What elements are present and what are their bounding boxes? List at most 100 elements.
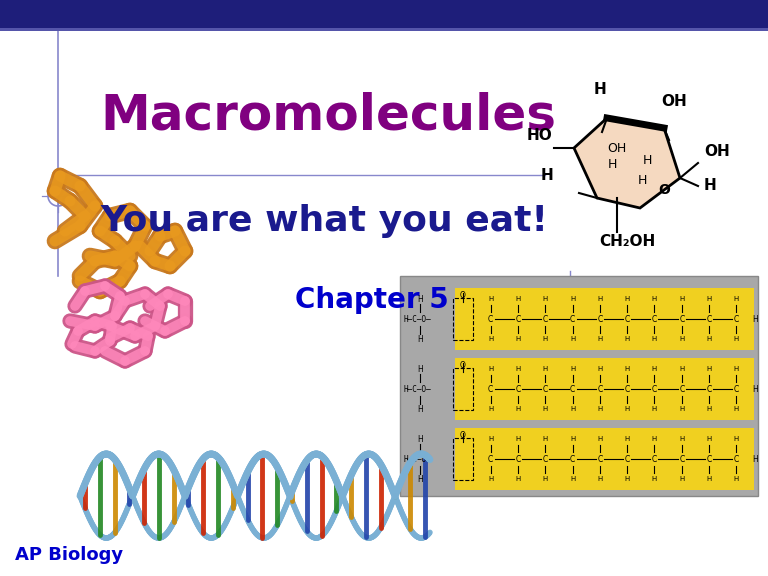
Text: H: H — [417, 434, 423, 444]
Text: AP Biology: AP Biology — [15, 546, 123, 564]
Bar — [400, 276, 758, 496]
Text: H: H — [488, 336, 493, 342]
Text: Chapter 5: Chapter 5 — [295, 286, 449, 314]
Text: H: H — [417, 365, 423, 373]
Text: H: H — [515, 366, 521, 372]
Text: C: C — [652, 454, 657, 464]
Text: H: H — [624, 476, 630, 482]
Text: C: C — [624, 454, 630, 464]
Text: H: H — [624, 336, 630, 342]
Text: H: H — [624, 296, 630, 302]
Text: O: O — [460, 431, 466, 441]
Text: H: H — [488, 296, 493, 302]
Text: H: H — [598, 366, 602, 372]
Text: H: H — [733, 476, 739, 482]
Text: HO: HO — [527, 127, 553, 142]
Text: H: H — [733, 406, 739, 412]
Text: H: H — [607, 158, 617, 172]
Text: H: H — [543, 406, 548, 412]
Text: H: H — [570, 296, 575, 302]
Text: H: H — [707, 406, 712, 412]
Text: H: H — [598, 406, 602, 412]
Text: OH: OH — [661, 94, 687, 109]
Text: C: C — [488, 454, 493, 464]
Text: H: H — [752, 314, 758, 324]
Text: H: H — [642, 153, 652, 166]
Text: H: H — [679, 296, 684, 302]
Text: C: C — [624, 385, 630, 393]
Text: H: H — [652, 296, 657, 302]
Text: H: H — [417, 335, 423, 343]
Text: C: C — [679, 314, 684, 324]
Text: H: H — [624, 406, 630, 412]
Text: C: C — [598, 454, 602, 464]
Bar — [453, 438, 473, 480]
Text: H: H — [488, 406, 493, 412]
Text: H: H — [733, 336, 739, 342]
Text: H: H — [417, 475, 423, 483]
Text: H: H — [488, 436, 493, 442]
Text: CH₂OH: CH₂OH — [599, 234, 655, 249]
Text: H: H — [707, 366, 712, 372]
Text: H: H — [541, 168, 554, 183]
Polygon shape — [574, 118, 680, 208]
Text: H: H — [652, 366, 657, 372]
Text: H: H — [752, 454, 758, 464]
Text: C: C — [652, 385, 657, 393]
Text: H: H — [707, 436, 712, 442]
Text: H: H — [417, 294, 423, 304]
Text: C: C — [515, 314, 521, 324]
Text: H: H — [515, 476, 521, 482]
Text: C: C — [733, 385, 739, 393]
Text: H–C–O–: H–C–O– — [404, 314, 432, 324]
Text: H: H — [570, 476, 575, 482]
Text: H: H — [679, 436, 684, 442]
Bar — [0, 0, 768, 28]
Text: H: H — [733, 436, 739, 442]
Text: C: C — [679, 385, 684, 393]
Text: C: C — [707, 385, 712, 393]
Text: H: H — [598, 296, 602, 302]
Text: H: H — [707, 296, 712, 302]
Text: H: H — [570, 406, 575, 412]
Text: H: H — [543, 436, 548, 442]
Text: C: C — [488, 385, 493, 393]
Text: C: C — [652, 314, 657, 324]
Text: H: H — [679, 406, 684, 412]
Text: C: C — [543, 385, 548, 393]
Text: O: O — [460, 291, 466, 301]
Text: H: H — [594, 82, 607, 97]
Text: O: O — [460, 362, 466, 370]
Text: C: C — [515, 454, 521, 464]
Text: H: H — [679, 366, 684, 372]
Text: C: C — [598, 314, 602, 324]
Text: OH: OH — [607, 142, 627, 154]
Text: H: H — [598, 436, 602, 442]
Text: H: H — [598, 476, 602, 482]
Text: C: C — [570, 385, 575, 393]
Text: H: H — [598, 336, 602, 342]
Text: H: H — [515, 406, 521, 412]
Text: C: C — [679, 454, 684, 464]
Text: H: H — [570, 366, 575, 372]
Text: H–C–O–: H–C–O– — [404, 454, 432, 464]
Text: C: C — [733, 454, 739, 464]
Text: H: H — [515, 436, 521, 442]
Text: H: H — [570, 336, 575, 342]
Text: H: H — [515, 296, 521, 302]
Text: OH: OH — [704, 145, 730, 160]
Text: H–C–O–: H–C–O– — [404, 385, 432, 393]
Text: C: C — [733, 314, 739, 324]
Text: C: C — [598, 385, 602, 393]
Text: H: H — [515, 336, 521, 342]
Bar — [0, 28, 768, 31]
Text: H: H — [488, 366, 493, 372]
Text: H: H — [637, 173, 647, 187]
Text: H: H — [652, 476, 657, 482]
Text: H: H — [652, 436, 657, 442]
Text: H: H — [488, 476, 493, 482]
Text: Macromolecules: Macromolecules — [100, 92, 556, 140]
Text: H: H — [679, 336, 684, 342]
Text: H: H — [733, 296, 739, 302]
Text: O: O — [658, 183, 670, 197]
